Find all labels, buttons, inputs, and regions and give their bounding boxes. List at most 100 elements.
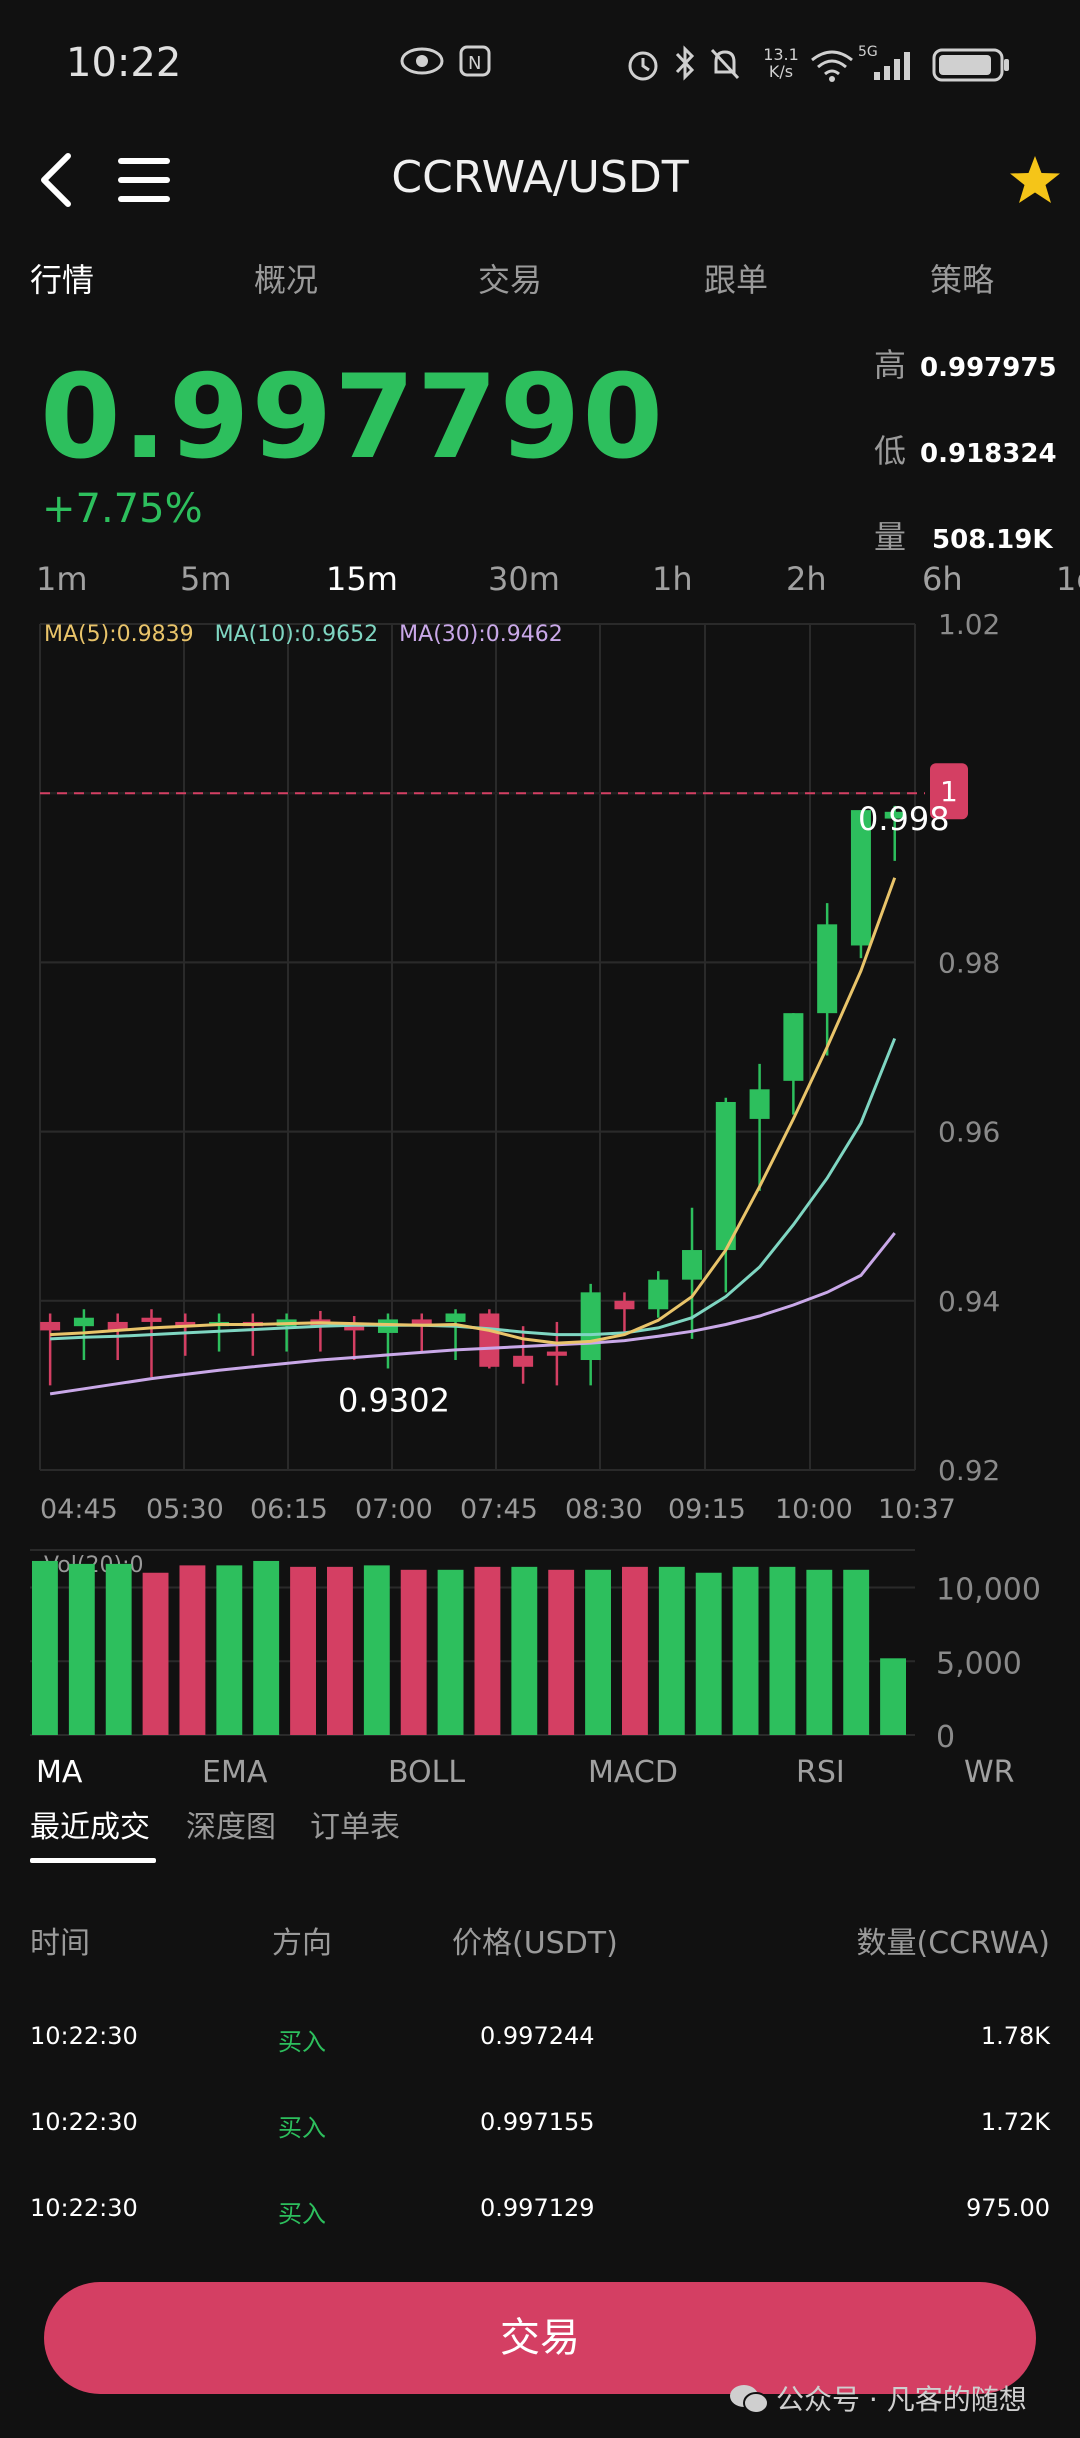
volume-bar — [622, 1566, 648, 1735]
low-stat: 低 0.918324 — [874, 426, 1057, 472]
interval-15m[interactable]: 15m — [326, 560, 398, 598]
subtab-depth-chart[interactable]: 深度图 — [186, 1810, 276, 1845]
main-tabs: 行情 概况 交易 跟单 策略 — [0, 255, 1080, 315]
signal-label: 5G — [858, 44, 878, 60]
header-qty: 数量(CCRWA) — [856, 1926, 1050, 1961]
high-value: 0.997975 — [920, 353, 1057, 383]
watermark-text: 公众号 · 凡客的随想 — [776, 2383, 1027, 2416]
interval-selector: 1m 5m 15m 30m 1h 2h 6h 1d — [0, 560, 1080, 610]
trade-row: 10:22:30 买入 0.997129 975.00 — [0, 2194, 1080, 2244]
trade-price: 0.997155 — [480, 2108, 595, 2136]
low-label: 低 — [874, 432, 907, 470]
volume-bar — [253, 1560, 280, 1735]
volume-bar — [585, 1569, 611, 1735]
candle-body — [175, 1321, 196, 1327]
volume-bar — [179, 1565, 206, 1735]
nfc-icon: N — [459, 45, 491, 77]
volume-bar — [880, 1658, 906, 1735]
volume-bar — [806, 1569, 833, 1735]
svg-text:N: N — [468, 53, 481, 74]
ma30-line — [49, 1232, 896, 1396]
candle-body — [40, 1321, 61, 1331]
interval-2h[interactable]: 2h — [786, 560, 827, 598]
volume-tick-label: 10,000 — [936, 1573, 1041, 1608]
candle-body — [682, 1250, 703, 1280]
alarm-icon — [628, 51, 658, 81]
indicator-ema[interactable]: EMA — [202, 1755, 268, 1790]
trade-direction: 买入 — [278, 2200, 326, 2228]
trade-direction: 买入 — [278, 2114, 326, 2142]
interval-5m[interactable]: 5m — [180, 560, 232, 598]
price-tick-label: 0.94 — [938, 1285, 1000, 1318]
interval-1h[interactable]: 1h — [652, 560, 693, 598]
wifi-icon — [811, 50, 853, 82]
volume-bar — [32, 1560, 58, 1735]
interval-1d[interactable]: 1d — [1056, 560, 1080, 598]
favorite-star-icon[interactable] — [1008, 154, 1062, 206]
trade-subtabs: 最近成交 深度图 订单表 — [0, 1802, 1080, 1872]
price-tick-label: 1.02 — [938, 608, 1000, 641]
interval-30m[interactable]: 30m — [488, 560, 560, 598]
mute-bell-icon — [710, 48, 740, 80]
time-tick-label: 10:37 — [878, 1494, 956, 1525]
volume-bar — [843, 1569, 870, 1735]
volume-bar — [105, 1563, 132, 1735]
subtab-recent-trades[interactable]: 最近成交 — [30, 1810, 150, 1845]
candle-body — [614, 1300, 635, 1310]
trade-row: 10:22:30 买入 0.997155 1.72K — [0, 2108, 1080, 2158]
volume-tick-label: 0 — [936, 1720, 955, 1755]
indicator-rsi[interactable]: RSI — [796, 1755, 845, 1790]
time-tick-label: 05:30 — [146, 1494, 224, 1525]
candle-body — [817, 924, 838, 1014]
price-tick-label: 0.96 — [938, 1116, 1000, 1149]
volume-stat: 量 508.19K — [874, 512, 1053, 558]
time-tick-label: 10:00 — [775, 1494, 853, 1525]
signal-icon — [874, 52, 910, 80]
kline-chart[interactable]: 1.02 0.98 0.96 0.94 0.92 04:45 05:30 06:15 07:00… — [0, 600, 1080, 1760]
indicator-ma[interactable]: MA — [36, 1755, 83, 1790]
trades-header: 时间 方向 价格(USDT) 数量(CCRWA) — [0, 1918, 1080, 1968]
candle-body — [107, 1321, 128, 1331]
volume-bar — [511, 1566, 538, 1735]
tab-market[interactable]: 行情 — [30, 261, 95, 299]
pair-title[interactable]: CCRWA/USDT — [391, 152, 689, 203]
indicator-boll[interactable]: BOLL — [388, 1755, 466, 1790]
net-speed: 13.1 K/s — [758, 46, 804, 80]
candle-body — [344, 1324, 365, 1331]
indicator-macd[interactable]: MACD — [588, 1755, 678, 1790]
interval-1m[interactable]: 1m — [36, 560, 88, 598]
tab-trade[interactable]: 交易 — [478, 261, 543, 299]
subtab-order-book[interactable]: 订单表 — [310, 1810, 400, 1845]
ma5-line — [50, 877, 897, 1345]
ma30-legend: MA(30):0.9462 — [399, 622, 563, 647]
high-label: 高 — [874, 346, 907, 384]
high-annotation: 0.998 — [858, 800, 950, 838]
candle-body — [749, 1089, 770, 1119]
indicator-wr[interactable]: WR — [964, 1755, 1015, 1790]
volume-bar — [548, 1569, 575, 1735]
bluetooth-icon — [675, 45, 695, 81]
trade-qty: 1.72K — [980, 2108, 1050, 2136]
menu-icon[interactable] — [116, 155, 172, 205]
candle-body — [580, 1292, 601, 1361]
volume-bar — [695, 1572, 722, 1735]
candle-body — [479, 1313, 500, 1367]
tab-overview[interactable]: 概况 — [254, 261, 319, 299]
volume-bar — [216, 1565, 243, 1735]
candle-body — [546, 1351, 567, 1356]
trade-time: 10:22:30 — [30, 2022, 138, 2050]
header-price: 价格(USDT) — [452, 1926, 618, 1961]
candle-body — [73, 1317, 94, 1327]
trade-button[interactable]: 交易 — [44, 2282, 1036, 2394]
ma5-legend: MA(5):0.9839 — [44, 622, 194, 647]
volume-tick-label: 5,000 — [936, 1646, 1022, 1681]
volume-bar — [290, 1566, 316, 1735]
indicator-selector: MA EMA BOLL MACD RSI WR — [0, 1755, 1080, 1805]
header-time: 时间 — [30, 1926, 90, 1961]
volume-bar — [400, 1569, 427, 1735]
low-value: 0.918324 — [920, 439, 1057, 469]
interval-6h[interactable]: 6h — [922, 560, 963, 598]
tab-copy-trade[interactable]: 跟单 — [704, 261, 769, 299]
back-icon[interactable] — [36, 152, 76, 208]
tab-strategy[interactable]: 策略 — [930, 261, 995, 299]
